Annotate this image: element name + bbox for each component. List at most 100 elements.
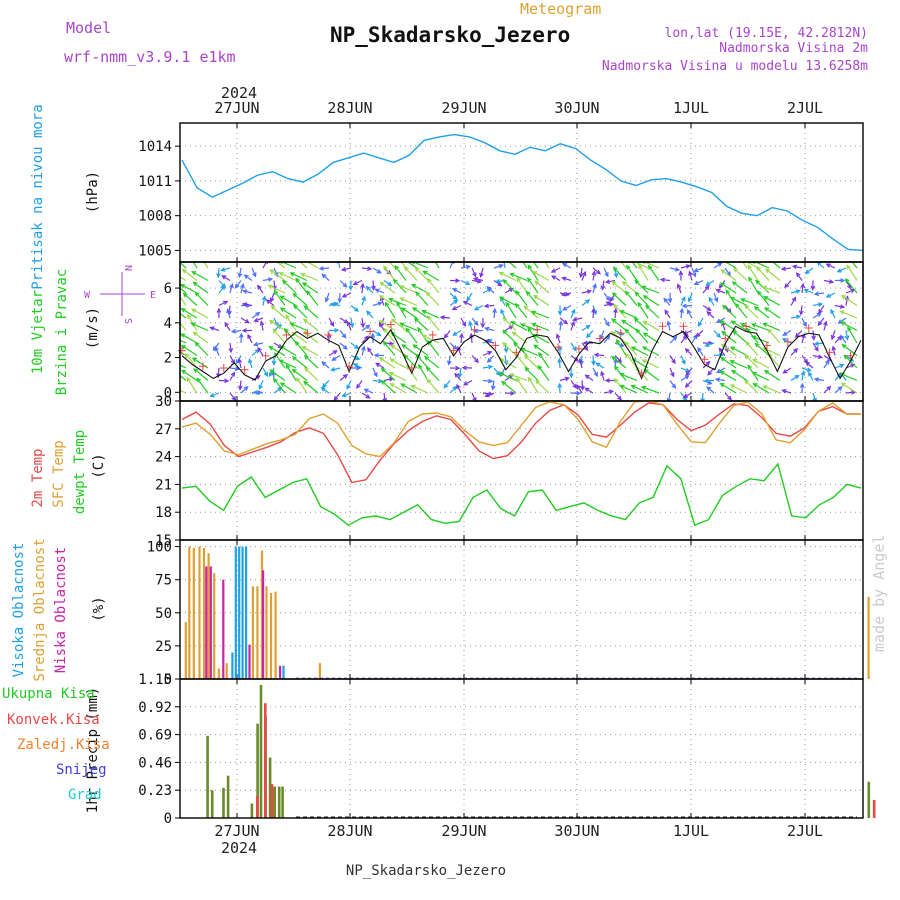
wind-arrowhead — [715, 318, 722, 323]
wind-arrow — [527, 277, 539, 294]
wind-arrow — [697, 347, 704, 356]
wind-arrow — [682, 304, 693, 307]
wind-arrow — [716, 378, 726, 382]
wind-arrowhead — [421, 309, 427, 315]
wind-arrow — [414, 267, 429, 281]
wind-arrowhead — [638, 263, 643, 270]
wind-arrow — [831, 330, 836, 340]
wind-arrow — [328, 317, 334, 327]
wind-arrowhead — [401, 344, 407, 349]
wind-arrowhead — [329, 321, 335, 327]
wind-arrow — [762, 286, 781, 294]
wind-arrow — [722, 305, 737, 319]
wind-arrowhead — [705, 281, 711, 287]
cloud-low-bar — [209, 566, 212, 679]
wind-arrow — [702, 304, 711, 311]
wind-arrowhead — [532, 333, 538, 339]
wind-arrow — [247, 334, 253, 344]
wind-arrowhead — [365, 324, 371, 330]
wind-arrow — [258, 380, 264, 390]
wind-arrowhead — [839, 304, 846, 309]
wind-arrowhead — [718, 283, 724, 289]
wind-arrowhead — [800, 282, 806, 289]
wind-arrow — [573, 317, 583, 321]
wind-arrowhead — [551, 275, 557, 280]
wind-arrowhead — [684, 382, 690, 388]
wind-arrow — [633, 262, 649, 269]
wind-arrowhead — [334, 327, 340, 333]
panel-clouds: 0 25 50 75 100 Visoka Oblacnost Srednja Oblacn… — [11, 538, 870, 688]
wind-arrow — [471, 355, 479, 363]
wind-arrowhead — [487, 378, 494, 384]
wind-arrow — [510, 321, 528, 332]
frame-temperature — [179, 400, 864, 541]
ytick-label-clouds-3: 75 — [155, 573, 172, 589]
wind-arrowhead — [418, 363, 423, 370]
wind-arrow — [262, 278, 272, 282]
wind-arrow — [229, 342, 232, 353]
wind-arrow — [400, 322, 418, 332]
wind-arrowhead — [624, 340, 630, 347]
cloud-ylabel-3: Niska Oblacnost — [53, 547, 69, 673]
wind-arrow — [581, 380, 584, 390]
wind-arrow — [180, 339, 187, 344]
wind-arrowhead — [825, 263, 831, 268]
wind-arrow — [402, 344, 418, 356]
wind-arrow — [181, 369, 198, 381]
wind-arrow — [680, 355, 686, 364]
wind-arrow — [331, 367, 341, 371]
wind-arrowhead — [714, 377, 721, 382]
wind-arrowhead — [840, 334, 845, 340]
wind-arrowhead — [241, 328, 247, 333]
wind-arrow — [182, 269, 198, 281]
wind-arrow — [680, 265, 690, 269]
wind-arrowhead — [279, 295, 285, 300]
wind-arrowhead — [600, 285, 606, 291]
wind-arrow — [812, 392, 817, 401]
wind-arrowhead — [705, 360, 711, 366]
wind-arrow — [851, 262, 858, 269]
wind-arrowhead — [389, 358, 395, 363]
wind-arrowhead — [750, 335, 757, 340]
wind-ylabel-2: Brzina i Pravac — [54, 269, 70, 395]
wind-arrowhead — [252, 272, 257, 278]
wind-arrow — [641, 286, 660, 294]
wind-arrowhead — [209, 392, 215, 398]
wind-arrowhead — [261, 295, 267, 301]
wind-arrow — [400, 285, 418, 294]
wind-arrow — [537, 365, 550, 381]
wind-arrow — [713, 292, 718, 302]
wind-gust-markers — [178, 320, 855, 378]
panel-wind: 0 2 4 6 10m Vjetar Brzina i Pravac (m/s) N W E S — [30, 261, 864, 402]
wind-arrowhead — [462, 301, 468, 306]
wind-arrowhead — [342, 344, 348, 350]
wind-arrow — [817, 262, 825, 269]
wind-arrowhead — [634, 366, 640, 372]
wind-arrow — [366, 310, 374, 319]
wind-arrow — [411, 284, 429, 294]
wind-arrowhead — [731, 281, 737, 286]
wind-arrowhead — [782, 331, 788, 336]
wind-arrowhead — [816, 312, 822, 318]
wind-arrowhead — [624, 328, 630, 334]
day-label-bottom-5: 2JUL — [787, 822, 823, 840]
wind-arrowhead — [782, 369, 788, 374]
wind-arrowhead — [231, 396, 237, 401]
wind-arrow — [558, 358, 561, 369]
wind-arrowhead — [840, 382, 846, 388]
wind-arrowhead — [439, 315, 446, 320]
wind-arrowhead — [462, 381, 469, 386]
wind-arrowhead — [681, 359, 686, 365]
wind-arrow — [192, 262, 198, 269]
wind-arrowhead — [273, 289, 279, 296]
wind-arrowhead — [394, 264, 400, 271]
wind-arrowhead — [572, 383, 578, 389]
wind-arrowhead — [194, 291, 200, 297]
wind-arrowhead — [302, 282, 308, 287]
wind-arrow — [427, 340, 440, 356]
ytick-label-pressure-0: 1005 — [138, 243, 172, 259]
precip-legend-1: Konvek.Kisa — [7, 712, 100, 728]
wind-arrow — [669, 367, 675, 377]
wind-arrow — [346, 380, 352, 389]
